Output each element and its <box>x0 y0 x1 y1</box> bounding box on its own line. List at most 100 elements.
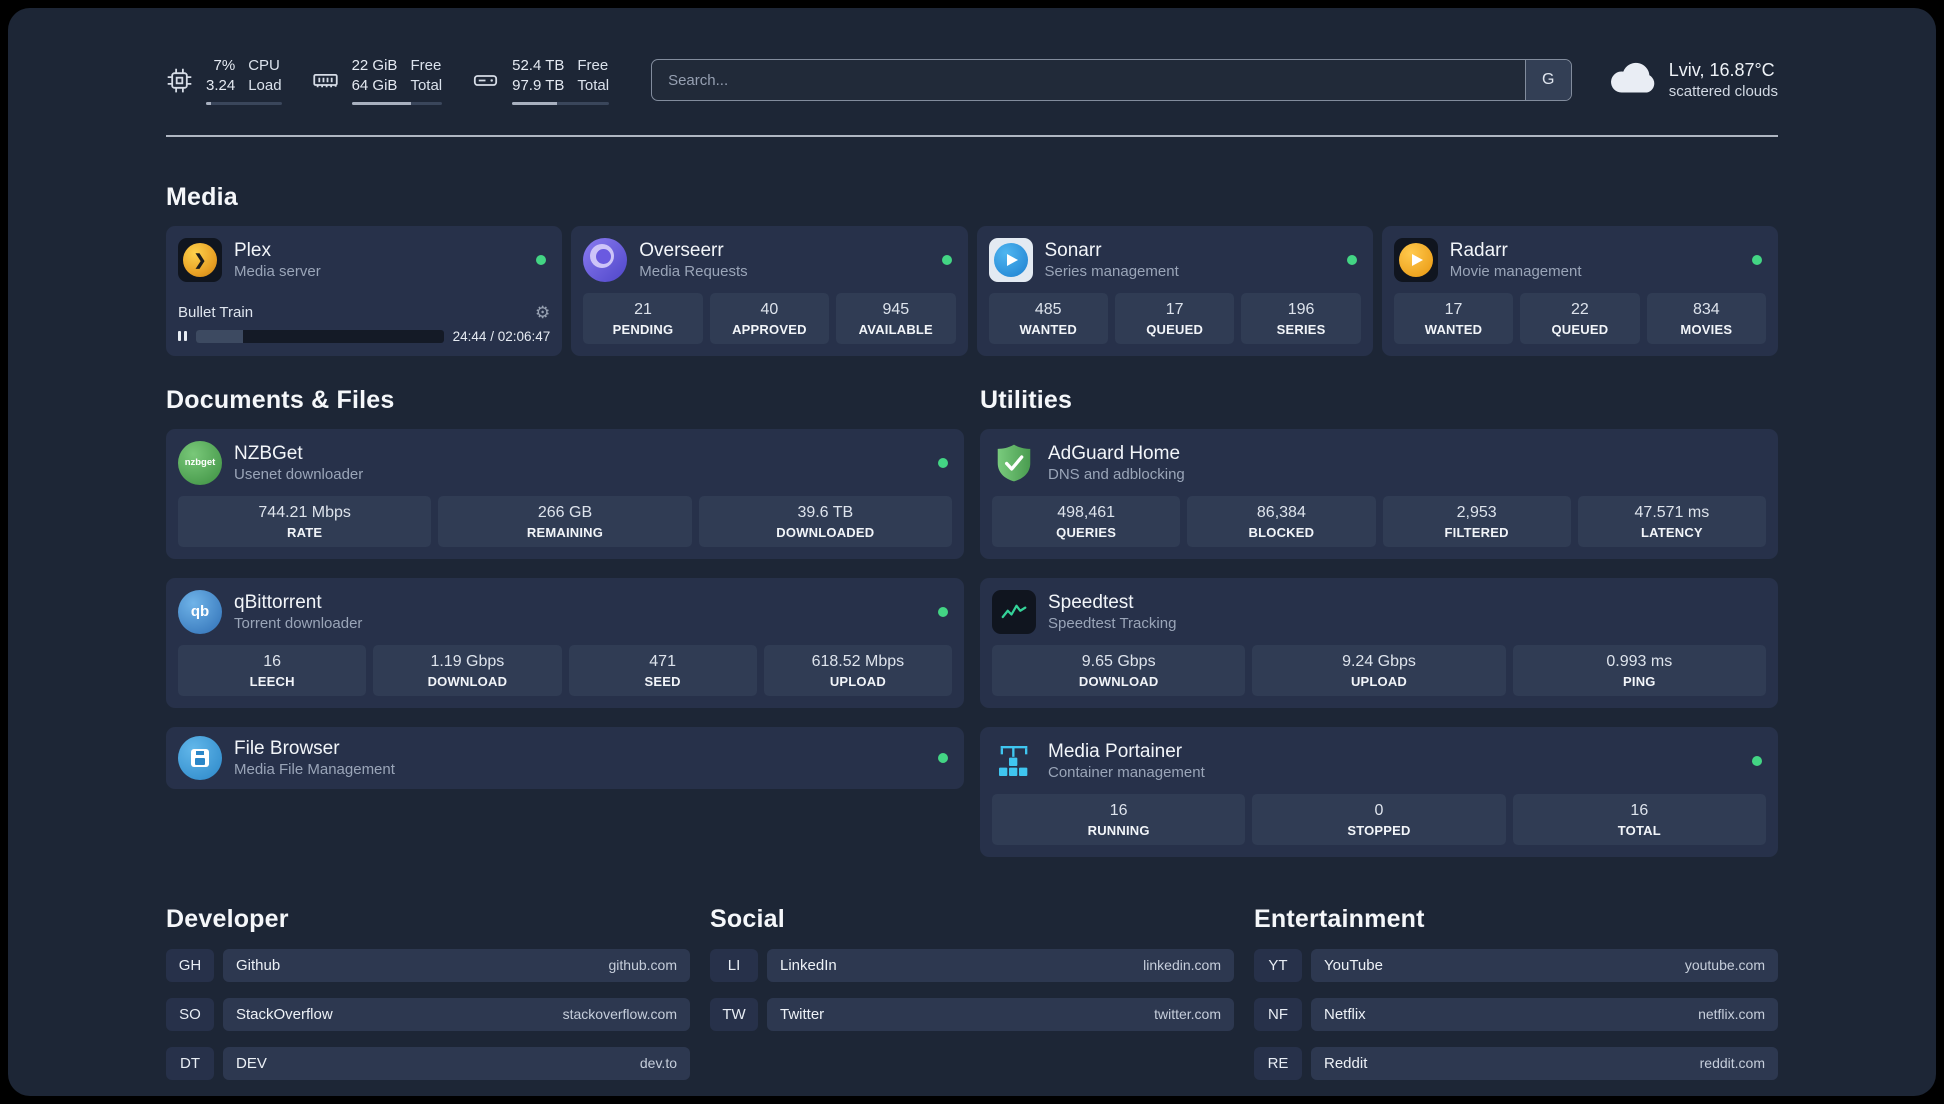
bookmark-abbr: LI <box>710 948 758 982</box>
stat-tile: 22 QUEUED <box>1520 292 1640 344</box>
section-utilities: Utilities <box>980 386 1778 857</box>
service-card-adguard[interactable]: AdGuard Home DNS and adblocking 498,461 … <box>980 428 1778 559</box>
bookmark-twitter[interactable]: TW Twitter twitter.com <box>710 997 1234 1031</box>
bookmark-name: StackOverflow <box>236 1005 333 1023</box>
service-subtitle: Media server <box>234 262 321 280</box>
bookmark-name: Twitter <box>780 1005 825 1023</box>
bookmark-netflix[interactable]: NF Netflix netflix.com <box>1254 997 1778 1031</box>
weather-widget: Lviv, 16.87°C scattered clouds <box>1608 60 1778 100</box>
bookmark-url: linkedin.com <box>1143 957 1221 973</box>
qbittorrent-icon: qb <box>178 589 222 634</box>
section-media: Media ❯ Plex Media server <box>166 183 1778 356</box>
disk-widget: 52.4 TB 97.9 TB Free Total <box>472 56 610 105</box>
memory-widget: 22 GiB 64 GiB Free Total <box>312 56 443 105</box>
service-card-qbittorrent[interactable]: qb qBittorrent Torrent downloader 16 LEE… <box>166 577 964 708</box>
stat-tile: 196 SERIES <box>1241 292 1361 344</box>
stat-tile: 47.571 ms LATENCY <box>1577 495 1766 547</box>
stat-tile: 0 STOPPED <box>1252 793 1506 845</box>
adguard-icon <box>992 441 1036 485</box>
status-dot <box>1346 254 1357 265</box>
sonarr-icon <box>988 237 1033 282</box>
stat-tile: 16 TOTAL <box>1512 793 1766 845</box>
service-subtitle: Media Requests <box>639 262 748 280</box>
search-bar: G <box>651 59 1572 102</box>
service-card-filebrowser[interactable]: File Browser Media File Management <box>166 726 964 789</box>
service-card-speedtest[interactable]: Speedtest Speedtest Tracking 9.65 Gbps D… <box>980 577 1778 708</box>
dashboard-page: 7% 3.24 CPU Load <box>8 8 1936 1096</box>
service-name: AdGuard Home <box>1048 442 1181 464</box>
disk-total-label: Total <box>577 77 610 95</box>
memory-usage-bar <box>351 101 443 105</box>
status-dot <box>941 254 952 265</box>
bookmark-stackoverflow[interactable]: SO StackOverflow stackoverflow.com <box>166 997 690 1031</box>
service-name: Media Portainer <box>1048 740 1183 762</box>
disk-total-value: 97.9 TB <box>512 77 565 95</box>
cpu-load-value: 3.24 <box>206 77 236 95</box>
stat-tile: 16 RUNNING <box>992 793 1246 845</box>
bookmark-name: Github <box>236 956 281 974</box>
weather-location: Lviv, 16.87°C <box>1668 60 1775 81</box>
cpu-percent: 7% <box>213 57 236 74</box>
weather-condition: scattered clouds <box>1668 83 1778 101</box>
radarr-icon <box>1393 237 1438 282</box>
search-provider-button[interactable]: G <box>1524 60 1571 101</box>
service-card-sonarr[interactable]: Sonarr Series management 485 WANTED 17 Q… <box>976 225 1373 356</box>
cpu-label: CPU <box>248 57 280 74</box>
bookmark-abbr: NF <box>1254 997 1302 1031</box>
stat-tile: 40 APPROVED <box>709 292 830 344</box>
service-subtitle: Media File Management <box>234 760 395 778</box>
bookmark-github[interactable]: GH Github github.com <box>166 948 690 982</box>
section-title-developer: Developer <box>166 904 289 933</box>
bookmark-reddit[interactable]: RE Reddit reddit.com <box>1254 1046 1778 1080</box>
bookmark-url: twitter.com <box>1154 1006 1221 1022</box>
bookmark-youtube[interactable]: YT YouTube youtube.com <box>1254 948 1778 982</box>
service-subtitle: Usenet downloader <box>234 465 364 483</box>
service-card-overseerr[interactable]: Overseerr Media Requests 21 PENDING 40 A… <box>571 225 968 356</box>
bookmark-url: reddit.com <box>1699 1055 1765 1071</box>
stat-tile: 0.993 ms PING <box>1512 644 1766 696</box>
stat-tile: 485 WANTED <box>988 292 1108 344</box>
stat-tile: 9.24 Gbps UPLOAD <box>1252 644 1506 696</box>
service-card-radarr[interactable]: Radarr Movie management 17 WANTED 22 QUE… <box>1381 225 1778 356</box>
service-name: Sonarr <box>1044 239 1102 261</box>
top-bar: 7% 3.24 CPU Load <box>166 56 1778 105</box>
bookmark-url: github.com <box>608 957 677 973</box>
nzbget-icon: nzbget <box>178 440 222 485</box>
stat-tile: 498,461 QUERIES <box>992 495 1181 547</box>
disk-free-label: Free <box>577 57 609 74</box>
bookmark-url: youtube.com <box>1684 957 1765 973</box>
gear-icon[interactable]: ⚙ <box>535 302 551 322</box>
bookmark-name: DEV <box>236 1054 267 1072</box>
bookmark-linkedin[interactable]: LI LinkedIn linkedin.com <box>710 948 1234 982</box>
playback-progress-bar[interactable] <box>196 329 444 343</box>
bookmark-name: YouTube <box>1324 956 1383 974</box>
bookmark-abbr: RE <box>1254 1046 1302 1080</box>
playback-time: 24:44 / 02:06:47 <box>452 328 551 344</box>
section-columns: Documents & Files nzbget NZBGet Usenet d… <box>166 386 1778 857</box>
stat-tile: 9.65 Gbps DOWNLOAD <box>992 644 1246 696</box>
service-card-portainer[interactable]: Media Portainer Container management 16 … <box>980 726 1778 857</box>
service-card-nzbget[interactable]: nzbget NZBGet Usenet downloader 744.21 M… <box>166 428 964 559</box>
section-title-documents: Documents & Files <box>166 385 395 414</box>
service-name: NZBGet <box>234 442 303 464</box>
section-title-entertainment: Entertainment <box>1254 904 1425 933</box>
bookmark-abbr: GH <box>166 948 214 982</box>
cpu-chip-icon <box>166 67 193 94</box>
stat-tile: 86,384 BLOCKED <box>1187 495 1376 547</box>
search-input[interactable] <box>652 60 1525 101</box>
service-card-plex[interactable]: ❯ Plex Media server Bullet Train ⚙ <box>166 225 563 356</box>
stat-tile: 16 LEECH <box>178 644 367 696</box>
plex-icon: ❯ <box>178 237 222 282</box>
service-subtitle: Speedtest Tracking <box>1048 614 1177 632</box>
service-name: qBittorrent <box>234 591 322 613</box>
memory-free-label: Free <box>410 57 442 74</box>
service-name: Speedtest <box>1048 591 1134 613</box>
bookmark-group-social: Social LI LinkedIn linkedin.com TW Twitt… <box>710 905 1234 1080</box>
bookmark-url: dev.to <box>639 1055 677 1071</box>
bookmark-dev[interactable]: DT DEV dev.to <box>166 1046 690 1080</box>
stat-tile: 17 QUEUED <box>1114 292 1235 344</box>
bookmark-url: netflix.com <box>1698 1006 1765 1022</box>
service-name: Plex <box>234 239 271 261</box>
speedtest-icon <box>992 589 1036 634</box>
pause-icon[interactable] <box>178 331 187 341</box>
